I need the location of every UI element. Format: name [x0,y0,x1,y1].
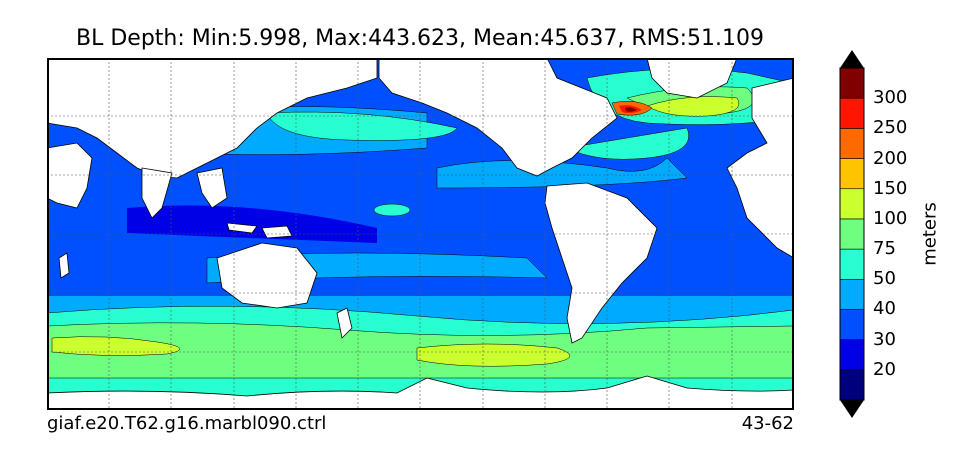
colorbar-tick-label: 250 [873,117,908,139]
colorbar-segment [839,369,865,401]
colorbar-segment [839,278,865,310]
colorbar-tick-label: 20 [873,358,896,380]
land [47,58,794,410]
colorbar-segment [839,339,865,371]
colorbar-units: meters [919,202,941,266]
colorbar [832,50,872,418]
colorbar-tick-label: 100 [873,207,908,229]
colorbar-tick-label: 150 [873,177,908,199]
tropical-features [127,106,689,284]
colorbar-segment [839,309,865,340]
ocean-map [47,58,794,410]
colorbar-segment [839,218,865,250]
colorbar-extend-min [840,400,864,418]
colorbar-extend-max [840,50,864,68]
map-gridlines [47,58,794,410]
colorbar-segment [839,188,865,220]
colorbar-segment [839,97,865,129]
colorbar-segment [839,67,865,99]
colorbar-tick-label: 300 [873,87,908,109]
colorbar-tick-label: 30 [873,328,896,350]
colorbar-tick-label: 40 [873,298,896,320]
year-range: 43-62 [741,413,794,434]
colorbar-segment [839,248,865,280]
colorbar-segment [839,128,865,159]
case-name: giaf.e20.T62.g16.marbl090.ctrl [47,413,327,434]
colorbar-segment [839,158,865,190]
colorbar-tick-label: 50 [873,268,896,290]
colorbar-tick-label: 200 [873,147,908,169]
colorbar-tick-label: 75 [873,238,896,260]
plot-title: BL Depth: Min:5.998, Max:443.623, Mean:4… [76,26,764,51]
map-frame [47,58,794,410]
